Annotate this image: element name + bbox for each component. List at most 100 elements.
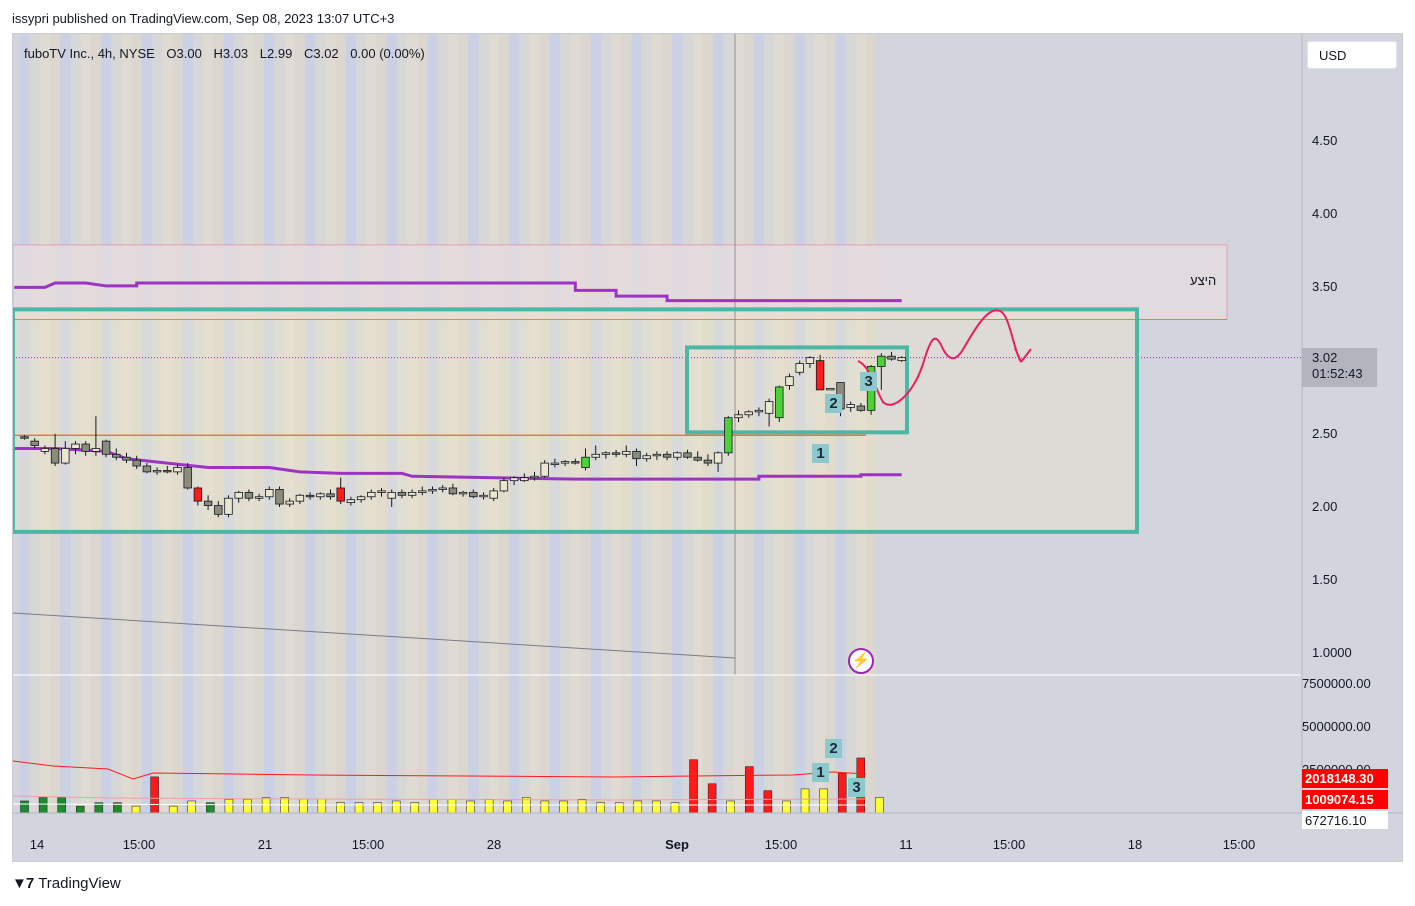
volume-bar: [652, 800, 661, 814]
range-box-fill: [13, 309, 1137, 532]
session-stripe: [315, 34, 326, 813]
price-candle: [132, 455, 141, 469]
price-candle: [387, 489, 396, 507]
volume-bar: [484, 798, 494, 814]
candle-body: [397, 491, 407, 496]
supply-zone-label[interactable]: היצע: [1190, 273, 1217, 288]
price-candle: [377, 487, 386, 497]
candle-body: [581, 456, 590, 468]
volume-bar: [317, 798, 327, 814]
candle-body: [479, 494, 488, 498]
symbol-legend[interactable]: fuboTV Inc., 4h, NYSE O3.00 H3.03 L2.99 …: [24, 46, 433, 61]
volume-bar: [745, 766, 754, 814]
session-stripe: [417, 34, 428, 813]
session-stripe: [835, 34, 846, 813]
session-stripe: [713, 34, 724, 813]
candle-body: [805, 357, 815, 364]
session-stripe: [121, 34, 132, 813]
session-stripe: [733, 34, 744, 813]
session-stripe: [509, 34, 520, 813]
price-candle: [897, 356, 906, 363]
session-stripe: [111, 34, 122, 813]
session-stripe: [223, 34, 234, 813]
volume-bar: [336, 802, 345, 814]
volume-bar: [540, 800, 550, 814]
candle-body: [601, 452, 611, 455]
session-stripe: [447, 34, 459, 813]
price-tick-label: 2.50: [1312, 425, 1338, 441]
session-stripe: [641, 34, 652, 813]
session-stripe: [519, 34, 530, 813]
candle-body: [509, 477, 519, 482]
brand[interactable]: ▼7 TradingView: [12, 875, 121, 892]
price-candle: [244, 489, 254, 502]
ohlc-open: O3.00: [166, 46, 202, 61]
session-stripe: [50, 34, 61, 813]
candle-body: [469, 491, 478, 498]
session-stripe: [560, 34, 571, 813]
price-candle: [826, 388, 835, 391]
price-candle: [530, 471, 539, 481]
candle-body: [305, 494, 315, 498]
volume-bar: [447, 798, 457, 814]
price-candle: [71, 441, 80, 455]
price-candle: [489, 487, 498, 502]
candle-body: [724, 417, 733, 454]
time-tick-label: 15:00: [764, 837, 798, 852]
currency-selector[interactable]: USD: [1307, 41, 1397, 69]
session-stripe: [458, 34, 469, 813]
price-scale-bg: [1302, 34, 1402, 842]
price-candle: [224, 495, 233, 518]
price-candle: [499, 477, 509, 493]
price-candle: [163, 466, 172, 474]
candle-body: [622, 450, 631, 455]
candle-body: [520, 477, 529, 482]
volume-tick-label: 5000000.00: [1302, 719, 1371, 734]
price-candle: [601, 451, 611, 459]
candle-body: [418, 490, 427, 493]
volume-bar: [577, 798, 587, 814]
price-candle: [785, 373, 794, 390]
brand-name: TradingView: [38, 875, 121, 892]
price-candle: [775, 385, 784, 423]
candle-body: [438, 487, 447, 490]
candle-body: [611, 452, 621, 455]
price-candle: [91, 416, 101, 456]
chart-canvas[interactable]: [13, 34, 1403, 862]
symbol-name[interactable]: fuboTV Inc., 4h, NYSE: [24, 46, 155, 61]
volume-wave-label-2[interactable]: 2: [825, 739, 842, 758]
session-stripe: [396, 34, 408, 813]
volume-bar: [391, 800, 401, 814]
session-stripe: [651, 34, 663, 813]
wave-label-3[interactable]: 3: [860, 372, 877, 391]
price-tick-label: 4.00: [1312, 206, 1338, 222]
candle-body: [775, 386, 784, 419]
candle-body: [142, 465, 152, 473]
lightning-icon[interactable]: ⚡: [848, 648, 874, 674]
range-box: [13, 307, 1139, 534]
chart-frame[interactable]: fuboTV Inc., 4h, NYSE O3.00 H3.03 L2.99 …: [12, 33, 1403, 862]
price-candle: [101, 439, 111, 458]
volume-wave-label-1[interactable]: 1: [812, 763, 829, 782]
session-stripe: [356, 34, 367, 813]
session-stripe: [101, 34, 112, 813]
price-candle: [214, 501, 223, 518]
session-stripe: [478, 34, 489, 813]
candle-body: [550, 462, 560, 465]
candle-body: [703, 459, 713, 464]
wave-label-2[interactable]: 2: [825, 394, 842, 413]
volume-wave-label-3[interactable]: 3: [848, 778, 865, 797]
volume-badge: 1009074.15: [1302, 790, 1388, 809]
session-stripe: [753, 34, 765, 813]
candle-body: [458, 491, 468, 495]
candle-body: [244, 491, 254, 499]
candle-body: [499, 480, 509, 492]
volume-bar: [596, 802, 605, 814]
session-stripe: [213, 34, 224, 813]
price-candle: [673, 451, 682, 461]
price-candle: [30, 438, 39, 449]
price-candle: [81, 441, 90, 456]
price-candle: [428, 486, 437, 494]
session-stripe: [192, 34, 204, 813]
wave-label-1[interactable]: 1: [812, 444, 829, 463]
